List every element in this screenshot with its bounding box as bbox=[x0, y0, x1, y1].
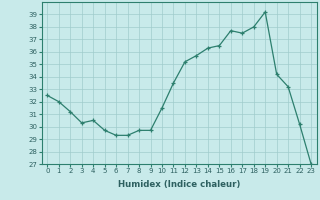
X-axis label: Humidex (Indice chaleur): Humidex (Indice chaleur) bbox=[118, 180, 240, 189]
